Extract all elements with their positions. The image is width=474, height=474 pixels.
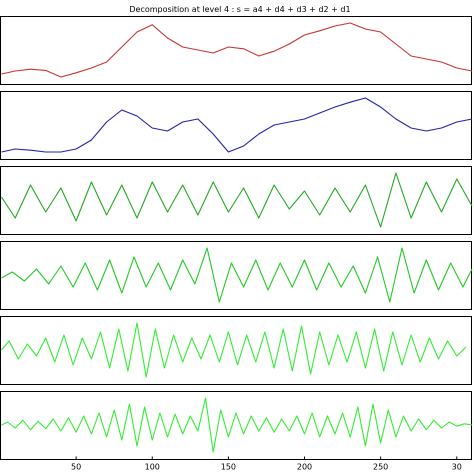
x-tick-label: 100 <box>145 463 160 472</box>
series-line-a4 <box>1 97 473 153</box>
panel-frame <box>0 16 472 85</box>
figure-title: Decomposition at level 4 : s = a4 + d4 +… <box>129 5 350 14</box>
series-line-d2 <box>1 322 467 378</box>
series-line-d1 <box>1 397 473 453</box>
panels-group <box>0 16 473 460</box>
panel-frame <box>0 91 472 160</box>
x-tick-label: 50 <box>71 463 81 472</box>
x-tick-label: 30 <box>452 463 462 472</box>
x-tick-label: 150 <box>221 463 236 472</box>
panel-frame <box>0 391 472 460</box>
panel-d3 <box>0 241 473 310</box>
panel-d2 <box>0 316 472 385</box>
panel-s <box>0 16 473 85</box>
x-tick-label: 200 <box>297 463 312 472</box>
series-line-d3 <box>1 247 473 303</box>
series-line-s <box>1 22 473 78</box>
panel-a4 <box>0 91 473 160</box>
panel-frame <box>0 316 472 385</box>
x-axis-ticks: 50 100 150 200 250 30 <box>71 456 462 472</box>
x-tick-label: 250 <box>373 463 388 472</box>
series-line-d4 <box>1 172 473 228</box>
panel-d4 <box>0 166 473 235</box>
panel-d1 <box>0 391 473 460</box>
